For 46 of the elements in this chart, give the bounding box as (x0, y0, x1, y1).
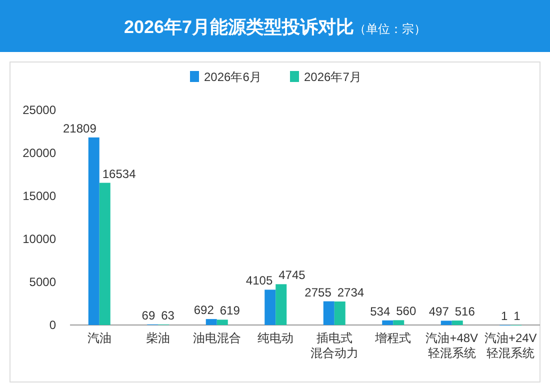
x-tick-label: 汽油+24V轻混系统 (484, 331, 537, 360)
y-tick-label: 0 (49, 318, 56, 332)
x-tick-label: 增程式 (374, 331, 412, 345)
y-tick-label: 15000 (22, 189, 56, 203)
data-label: 619 (220, 304, 240, 318)
bar (99, 182, 110, 325)
data-label: 63 (161, 308, 175, 322)
data-label: 69 (142, 308, 156, 322)
bar (334, 301, 346, 325)
legend-label: 2026年6月 (204, 70, 262, 84)
bar (264, 290, 276, 325)
bar (206, 319, 217, 325)
data-label: 692 (194, 303, 214, 318)
data-label: 21809 (63, 121, 97, 136)
y-tick-label: 25000 (22, 103, 56, 117)
bar (276, 284, 287, 325)
x-tick-label: 油电混合 (192, 331, 241, 345)
x-tick-label: 汽油+48V轻混系统 (426, 331, 478, 360)
y-tick-label: 5000 (29, 275, 56, 289)
bar (323, 301, 334, 325)
bar (216, 320, 228, 325)
y-tick-label: 10000 (22, 232, 56, 246)
data-label: 1 (514, 308, 521, 323)
y-tick-label: 20000 (22, 146, 56, 160)
bar (440, 320, 452, 325)
chart-subtitle: （单位：宗） (354, 22, 426, 36)
chart-title: 2026年7月能源类型投诉对比 (124, 17, 354, 37)
data-label: 2734 (337, 285, 364, 300)
data-label: 534 (370, 304, 390, 318)
data-label: 2755 (304, 285, 332, 300)
data-label: 4745 (278, 268, 306, 282)
bar (393, 320, 404, 325)
bar (88, 137, 100, 325)
bar (452, 320, 463, 325)
data-label: 560 (396, 304, 416, 318)
data-label: 16534 (102, 166, 136, 181)
x-tick-label: 插电式混合动力 (310, 331, 358, 360)
bar (382, 320, 394, 325)
data-label: 516 (454, 304, 476, 319)
data-label: 497 (428, 304, 450, 319)
x-tick-label: 纯电动 (258, 331, 294, 345)
x-tick-label: 汽油 (87, 331, 112, 345)
data-label: 4105 (246, 274, 273, 288)
data-label: 1 (500, 308, 508, 323)
x-tick-label: 柴油 (146, 331, 170, 345)
legend-label: 2026年7月 (304, 70, 362, 84)
